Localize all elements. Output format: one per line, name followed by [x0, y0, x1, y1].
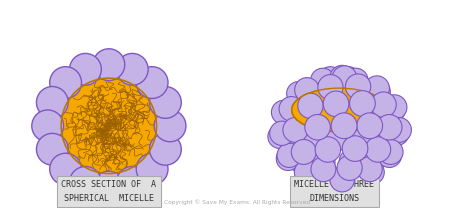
- Circle shape: [277, 143, 301, 167]
- Circle shape: [365, 137, 391, 162]
- Circle shape: [298, 93, 323, 118]
- Circle shape: [325, 170, 348, 194]
- Circle shape: [323, 129, 346, 152]
- Circle shape: [311, 157, 336, 182]
- Circle shape: [278, 128, 301, 151]
- Circle shape: [360, 160, 384, 184]
- Ellipse shape: [292, 88, 387, 132]
- Circle shape: [293, 106, 316, 129]
- Text: CROSS SECTION OF  A
SPHERICAL  MICELLE: CROSS SECTION OF A SPHERICAL MICELLE: [61, 180, 156, 203]
- Circle shape: [343, 163, 367, 187]
- Circle shape: [294, 160, 319, 184]
- Circle shape: [378, 140, 403, 164]
- Text: Copyright © Save My Exams. All Rights Reserved: Copyright © Save My Exams. All Rights Re…: [164, 200, 310, 205]
- Circle shape: [154, 110, 186, 142]
- Circle shape: [377, 143, 401, 167]
- Circle shape: [117, 166, 148, 198]
- Circle shape: [70, 53, 101, 85]
- Circle shape: [381, 98, 405, 123]
- Circle shape: [268, 125, 292, 149]
- Circle shape: [317, 165, 341, 188]
- Circle shape: [295, 78, 319, 102]
- Circle shape: [336, 67, 360, 91]
- Circle shape: [346, 74, 371, 99]
- Circle shape: [117, 53, 148, 85]
- Circle shape: [287, 82, 310, 105]
- Circle shape: [330, 65, 355, 90]
- Circle shape: [298, 129, 320, 152]
- Circle shape: [279, 97, 304, 121]
- Circle shape: [357, 113, 383, 139]
- Circle shape: [344, 68, 368, 93]
- Circle shape: [32, 110, 64, 142]
- Circle shape: [270, 121, 294, 145]
- Circle shape: [50, 67, 82, 98]
- Circle shape: [305, 115, 330, 140]
- Circle shape: [367, 102, 391, 126]
- Circle shape: [322, 71, 346, 94]
- Circle shape: [330, 167, 355, 192]
- Circle shape: [318, 106, 340, 129]
- Circle shape: [323, 91, 349, 117]
- Circle shape: [36, 87, 68, 118]
- Circle shape: [315, 137, 341, 162]
- Circle shape: [310, 68, 335, 93]
- Circle shape: [149, 87, 181, 118]
- Circle shape: [372, 125, 395, 149]
- Circle shape: [312, 151, 335, 173]
- Circle shape: [342, 136, 368, 161]
- Circle shape: [331, 113, 357, 139]
- Circle shape: [318, 75, 343, 100]
- Circle shape: [93, 49, 125, 80]
- Circle shape: [337, 155, 362, 181]
- Circle shape: [339, 150, 362, 173]
- Circle shape: [283, 118, 308, 142]
- Circle shape: [276, 147, 300, 171]
- Circle shape: [149, 133, 181, 165]
- Circle shape: [50, 153, 82, 185]
- Circle shape: [376, 115, 402, 140]
- Circle shape: [318, 169, 342, 193]
- Circle shape: [382, 95, 407, 120]
- Circle shape: [297, 163, 320, 187]
- Text: MICELLE IN THREE
DIMENSIONS: MICELLE IN THREE DIMENSIONS: [294, 180, 374, 203]
- Circle shape: [336, 169, 360, 193]
- Circle shape: [318, 67, 342, 91]
- Circle shape: [289, 150, 312, 173]
- Circle shape: [363, 147, 387, 171]
- Circle shape: [61, 78, 156, 173]
- Circle shape: [272, 100, 295, 124]
- Circle shape: [325, 68, 348, 92]
- Circle shape: [349, 83, 373, 107]
- Circle shape: [322, 85, 346, 108]
- Circle shape: [70, 166, 101, 198]
- Circle shape: [276, 104, 300, 127]
- Circle shape: [357, 157, 382, 182]
- Circle shape: [332, 66, 357, 90]
- Circle shape: [292, 140, 316, 164]
- Circle shape: [385, 121, 409, 145]
- Circle shape: [344, 105, 367, 128]
- Circle shape: [93, 171, 125, 203]
- Circle shape: [136, 153, 168, 185]
- Circle shape: [36, 133, 68, 165]
- Circle shape: [298, 84, 321, 108]
- Circle shape: [371, 92, 396, 117]
- Circle shape: [136, 67, 168, 98]
- Circle shape: [366, 80, 390, 104]
- Circle shape: [349, 91, 375, 116]
- Circle shape: [386, 118, 411, 142]
- Circle shape: [349, 128, 373, 151]
- Circle shape: [365, 76, 390, 101]
